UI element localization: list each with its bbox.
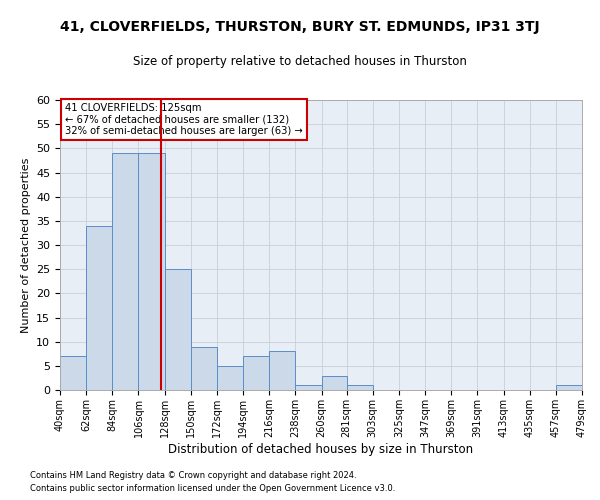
Text: Contains HM Land Registry data © Crown copyright and database right 2024.: Contains HM Land Registry data © Crown c…	[30, 470, 356, 480]
Text: 41, CLOVERFIELDS, THURSTON, BURY ST. EDMUNDS, IP31 3TJ: 41, CLOVERFIELDS, THURSTON, BURY ST. EDM…	[60, 20, 540, 34]
Bar	[556, 385, 582, 390]
X-axis label: Distribution of detached houses by size in Thurston: Distribution of detached houses by size …	[169, 442, 473, 456]
Bar	[217, 366, 243, 390]
Bar	[322, 376, 347, 390]
Bar	[164, 269, 191, 390]
Y-axis label: Number of detached properties: Number of detached properties	[20, 158, 31, 332]
Bar	[139, 153, 164, 390]
Bar	[269, 352, 295, 390]
Bar	[112, 153, 139, 390]
Bar	[295, 385, 322, 390]
Text: Size of property relative to detached houses in Thurston: Size of property relative to detached ho…	[133, 55, 467, 68]
Bar	[86, 226, 112, 390]
Bar	[243, 356, 269, 390]
Bar	[191, 346, 217, 390]
Text: 41 CLOVERFIELDS: 125sqm
← 67% of detached houses are smaller (132)
32% of semi-d: 41 CLOVERFIELDS: 125sqm ← 67% of detache…	[65, 103, 303, 136]
Bar	[60, 356, 86, 390]
Text: Contains public sector information licensed under the Open Government Licence v3: Contains public sector information licen…	[30, 484, 395, 493]
Bar	[347, 385, 373, 390]
